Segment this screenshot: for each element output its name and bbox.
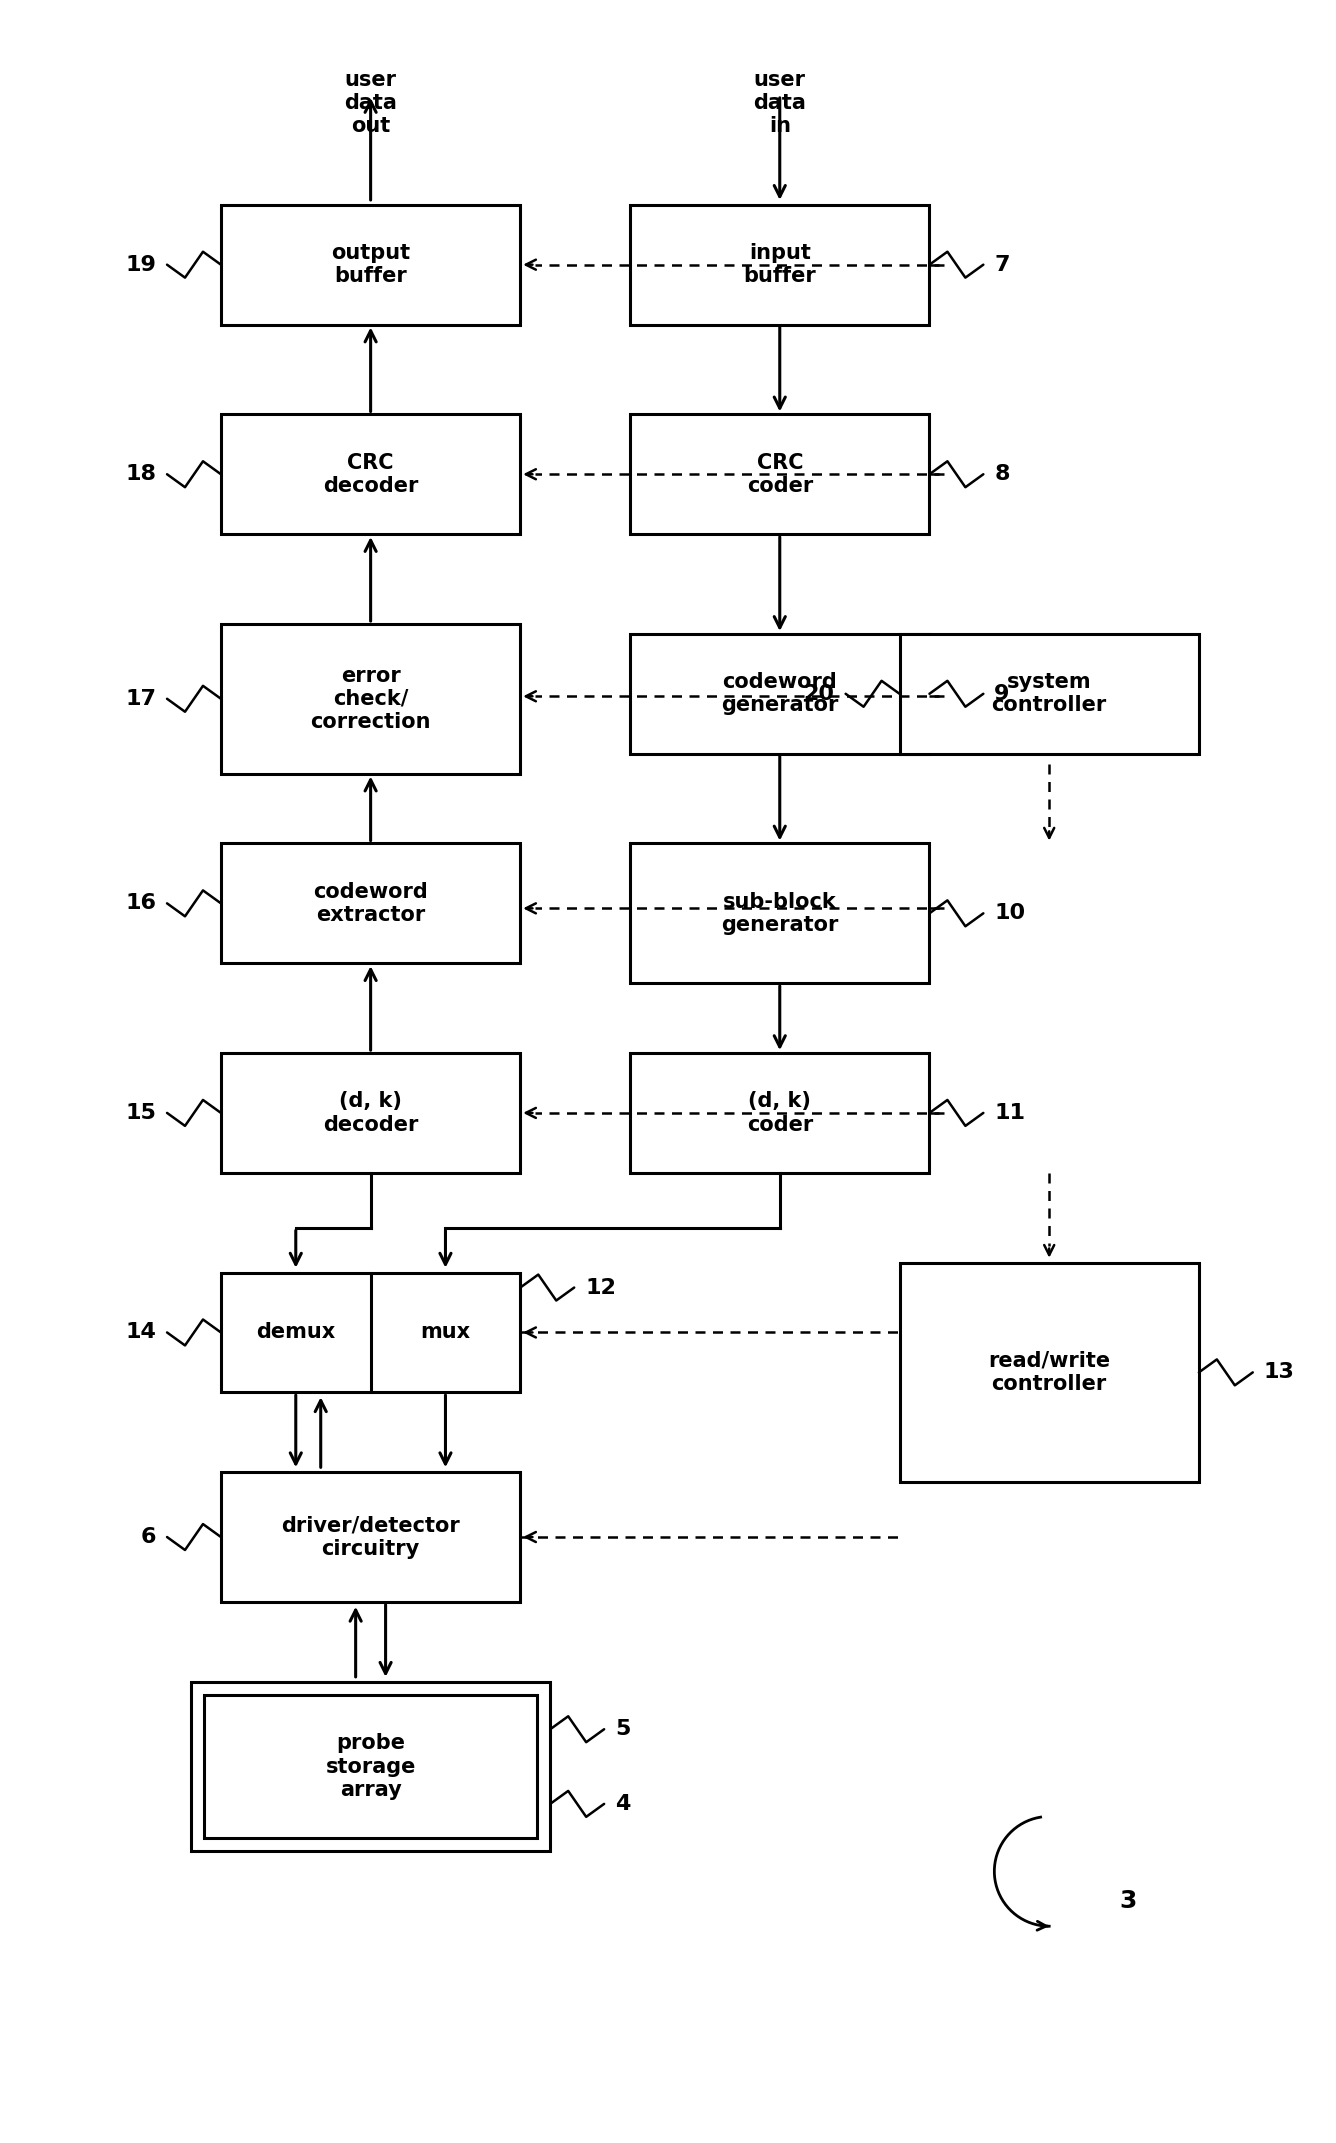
Text: user
data
out: user data out bbox=[345, 71, 397, 137]
Text: 4: 4 bbox=[615, 1794, 631, 1813]
Text: probe
storage
array: probe storage array bbox=[326, 1734, 415, 1800]
Bar bbox=[204, 1695, 537, 1839]
Text: 10: 10 bbox=[994, 904, 1026, 924]
Text: demux: demux bbox=[257, 1322, 335, 1342]
Text: (d, k)
coder: (d, k) coder bbox=[747, 1091, 812, 1134]
Text: error
check/
correction: error check/ correction bbox=[310, 666, 432, 733]
Bar bbox=[220, 206, 520, 324]
Text: 7: 7 bbox=[994, 255, 1010, 274]
Text: 17: 17 bbox=[126, 688, 156, 709]
Bar bbox=[220, 1273, 520, 1393]
Text: CRC
coder: CRC coder bbox=[747, 452, 812, 495]
Text: 18: 18 bbox=[126, 465, 156, 484]
Text: 12: 12 bbox=[585, 1277, 616, 1297]
Bar bbox=[631, 1052, 930, 1172]
Bar bbox=[220, 844, 520, 962]
Bar bbox=[220, 624, 520, 774]
Text: input
buffer: input buffer bbox=[743, 242, 816, 287]
Bar bbox=[631, 414, 930, 534]
Text: 19: 19 bbox=[126, 255, 156, 274]
Text: read/write
controller: read/write controller bbox=[989, 1350, 1110, 1393]
Text: 20: 20 bbox=[804, 684, 835, 703]
Bar bbox=[899, 634, 1198, 754]
Text: (d, k)
decoder: (d, k) decoder bbox=[323, 1091, 418, 1134]
Bar bbox=[631, 844, 930, 984]
Text: 11: 11 bbox=[994, 1104, 1025, 1123]
Text: codeword
generator: codeword generator bbox=[721, 673, 839, 716]
Text: 6: 6 bbox=[140, 1528, 156, 1547]
Text: 5: 5 bbox=[615, 1719, 631, 1740]
Text: 16: 16 bbox=[126, 894, 156, 913]
Text: 15: 15 bbox=[126, 1104, 156, 1123]
Text: 8: 8 bbox=[994, 465, 1010, 484]
Text: mux: mux bbox=[421, 1322, 470, 1342]
Text: codeword
extractor: codeword extractor bbox=[313, 881, 428, 926]
Text: sub-block
generator: sub-block generator bbox=[721, 891, 839, 934]
Text: 9: 9 bbox=[994, 684, 1010, 703]
Text: output
buffer: output buffer bbox=[331, 242, 410, 287]
Bar bbox=[631, 206, 930, 324]
Text: 3: 3 bbox=[1120, 1890, 1137, 1914]
Text: 14: 14 bbox=[126, 1322, 156, 1342]
Text: CRC
decoder: CRC decoder bbox=[323, 452, 418, 495]
Bar bbox=[191, 1682, 550, 1852]
Bar bbox=[220, 1052, 520, 1172]
Text: user
data
in: user data in bbox=[754, 71, 806, 137]
Text: 13: 13 bbox=[1264, 1363, 1295, 1382]
Bar bbox=[220, 1472, 520, 1603]
Text: driver/detector
circuitry: driver/detector circuitry bbox=[282, 1515, 460, 1558]
Bar bbox=[220, 414, 520, 534]
Bar bbox=[899, 1262, 1198, 1483]
Bar bbox=[631, 634, 930, 754]
Text: system
controller: system controller bbox=[991, 673, 1106, 716]
